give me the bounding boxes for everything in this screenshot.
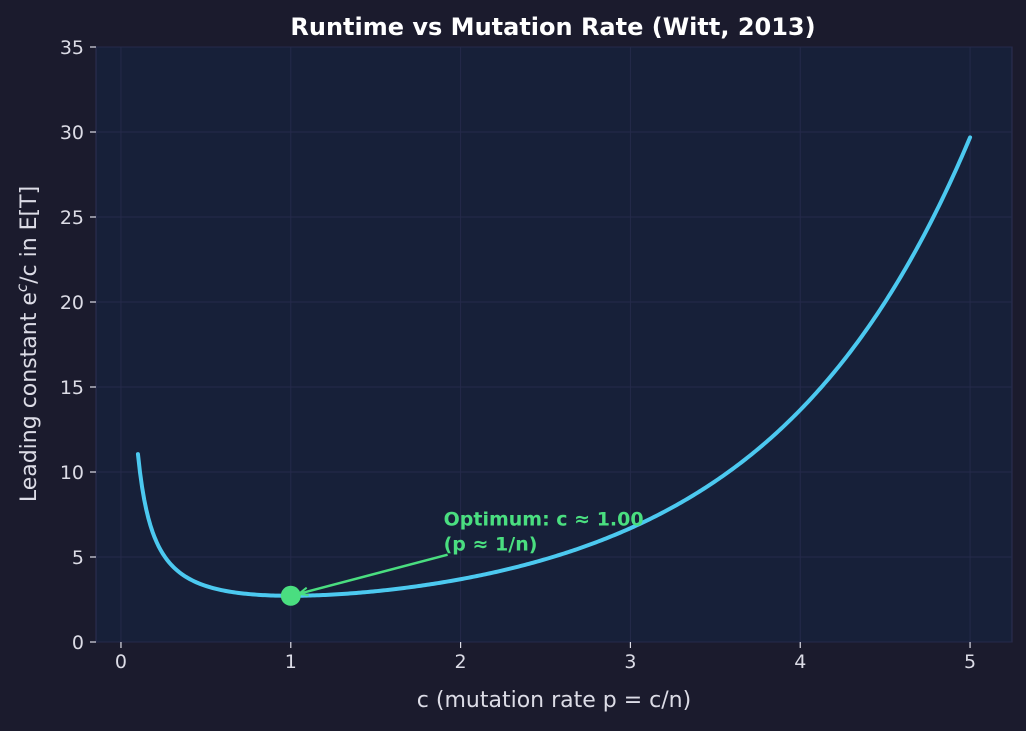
optimum-point xyxy=(280,585,301,606)
y-axis-label-main: Leading constant e xyxy=(17,292,42,502)
y-axis-label-tail: /c in E[T] xyxy=(17,186,42,284)
x-tick-label: 2 xyxy=(455,651,467,673)
y-tick-label: 0 xyxy=(72,632,84,654)
chart-title: Runtime vs Mutation Rate (Witt, 2013) xyxy=(290,13,815,41)
x-tick-label: 0 xyxy=(115,651,127,673)
y-axis-label: Leading constant ec/c in E[T] xyxy=(13,186,42,502)
y-tick-label: 15 xyxy=(60,377,84,399)
annotation-arrow xyxy=(298,553,448,596)
x-tick-label: 5 xyxy=(964,651,976,673)
y-tick-label: 30 xyxy=(60,122,84,144)
x-tick-label: 1 xyxy=(285,651,297,673)
y-tick-label: 10 xyxy=(60,462,84,484)
series-line-ec-over-c xyxy=(135,135,973,598)
axis-ticks: 0 1 2 3 4 5 0 5 10 15 20 25 30 35 xyxy=(60,37,976,673)
x-tick-label: 4 xyxy=(794,651,806,673)
y-tick-label: 5 xyxy=(72,547,84,569)
y-tick-label: 25 xyxy=(60,207,84,229)
y-axis-label-sup: c xyxy=(13,283,31,292)
x-axis-label: c (mutation rate p = c/n) xyxy=(417,688,691,713)
grid xyxy=(96,46,1012,643)
annotation-line2: (p ≈ 1/n) xyxy=(444,534,538,556)
y-tick-label: 20 xyxy=(60,292,84,314)
annotation-line1: Optimum: c ≈ 1.00 xyxy=(444,509,644,531)
y-tick-label: 35 xyxy=(60,37,84,59)
x-tick-label: 3 xyxy=(624,651,636,673)
plot-area xyxy=(95,46,1013,643)
